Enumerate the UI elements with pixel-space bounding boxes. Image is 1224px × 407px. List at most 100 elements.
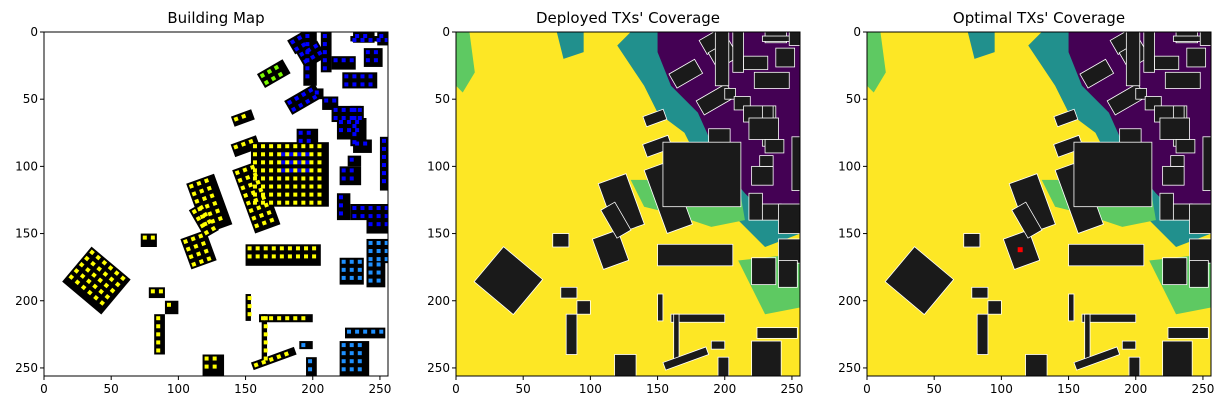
building (1199, 32, 1211, 46)
tx-marker (301, 168, 306, 173)
tx-marker (368, 262, 373, 267)
tx-marker (304, 98, 311, 105)
tx-marker (261, 220, 267, 226)
tx-marker (68, 274, 75, 280)
tx-marker (322, 66, 327, 71)
tx-marker (309, 200, 314, 205)
building (1189, 260, 1209, 288)
x-tick-label: 250 (368, 382, 391, 396)
tx-marker (269, 217, 275, 223)
building (753, 71, 790, 89)
building (1162, 165, 1185, 186)
tx-marker (357, 267, 362, 272)
tx-marker (266, 210, 272, 216)
tx-marker (277, 200, 282, 205)
tx-marker (360, 74, 365, 79)
tx-marker (252, 192, 257, 197)
tx-marker (204, 364, 209, 369)
building (1186, 47, 1207, 68)
tx-marker (201, 196, 208, 202)
tx-marker (384, 222, 388, 227)
building (342, 72, 378, 89)
tx-marker (312, 246, 317, 251)
y-tick-label: 0 (442, 25, 450, 39)
building (366, 204, 388, 234)
building (717, 356, 730, 376)
tx-marker (203, 248, 209, 254)
y-tick-label: 250 (427, 361, 450, 375)
tx-marker (233, 116, 239, 122)
tx-marker (357, 367, 362, 372)
tx-marker (102, 271, 109, 277)
coverage-band (867, 32, 886, 93)
building (751, 165, 774, 186)
tx-marker (269, 160, 274, 165)
tx-marker (204, 356, 209, 361)
y-tick-label: 50 (23, 92, 38, 106)
tx-marker (263, 246, 268, 251)
tx-marker (300, 91, 307, 98)
coverage-mid (967, 32, 995, 59)
tx-marker (363, 34, 368, 39)
tx-marker (252, 160, 257, 165)
tx-marker (285, 192, 290, 197)
tx-marker (247, 312, 252, 317)
tx-marker (252, 184, 257, 189)
tx-marker (241, 113, 247, 119)
tx-marker (240, 141, 246, 147)
tx-marker (368, 82, 373, 87)
tx-marker (198, 258, 204, 265)
tx-marker (285, 316, 290, 321)
tx-marker (338, 120, 343, 125)
tx-marker (263, 356, 268, 361)
tx-marker (263, 332, 268, 337)
tx-marker (93, 294, 99, 301)
tx-marker (301, 176, 306, 181)
tx-marker (341, 359, 346, 364)
tx-marker (252, 176, 257, 181)
tx-marker (341, 367, 346, 372)
tx-marker (193, 243, 199, 249)
tx-marker (341, 275, 346, 280)
building (884, 246, 955, 316)
y-tick-label: 50 (846, 92, 861, 106)
x-tick-label: 50 (104, 382, 119, 396)
tx-marker (398, 155, 402, 159)
building (1121, 340, 1137, 350)
tx-marker (360, 214, 365, 219)
x-tick-label: 150 (1057, 382, 1080, 396)
tx-marker (363, 329, 368, 334)
tx-marker (269, 168, 274, 173)
building (778, 238, 800, 264)
tx-marker (188, 254, 194, 260)
tx-marker (113, 270, 120, 276)
tx-marker (266, 68, 273, 75)
tx-marker (233, 144, 239, 150)
tx-marker (289, 168, 294, 173)
tx-marker (289, 160, 294, 165)
tx-marker (190, 236, 196, 242)
building (657, 243, 734, 267)
tx-marker (84, 255, 90, 262)
building (775, 47, 796, 68)
building (331, 56, 356, 70)
tx-marker (283, 351, 289, 357)
building (1162, 340, 1193, 376)
tx-marker (285, 200, 290, 205)
building (1162, 257, 1188, 286)
tx-marker (376, 214, 381, 219)
tx-marker (381, 171, 386, 176)
tx-marker (306, 130, 311, 135)
tx-marker (293, 184, 298, 189)
building (140, 233, 157, 247)
building (748, 117, 779, 140)
tx-marker (156, 332, 161, 337)
tx-marker (142, 235, 147, 240)
building (662, 346, 710, 371)
building (751, 340, 782, 376)
building (62, 246, 131, 315)
tx-marker (191, 191, 197, 197)
tx-marker (269, 152, 274, 157)
tx-marker (297, 152, 302, 157)
